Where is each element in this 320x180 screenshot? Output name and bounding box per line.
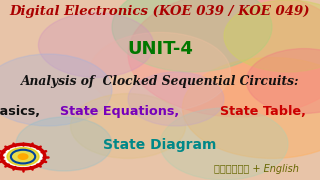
Text: Digital Electronics (KOE 039 / KOE 049): Digital Electronics (KOE 039 / KOE 049): [10, 5, 310, 18]
Circle shape: [90, 32, 230, 112]
Text: Analysis of  Clocked Sequential Circuits:: Analysis of Clocked Sequential Circuits:: [21, 75, 299, 88]
Text: UNIT-4: UNIT-4: [127, 40, 193, 58]
Circle shape: [182, 58, 320, 158]
Circle shape: [224, 0, 320, 72]
Circle shape: [160, 108, 288, 180]
Circle shape: [0, 54, 112, 126]
Circle shape: [38, 13, 154, 77]
Circle shape: [16, 117, 112, 171]
Text: हिन्दी + English: हिन्दी + English: [213, 164, 299, 174]
Circle shape: [70, 94, 186, 158]
Circle shape: [128, 72, 224, 126]
Text: Basics,: Basics,: [0, 105, 44, 118]
Circle shape: [112, 0, 272, 72]
Text: State Table,: State Table,: [220, 105, 305, 118]
Circle shape: [7, 148, 39, 166]
Circle shape: [246, 49, 320, 113]
Text: State Equations,: State Equations,: [60, 105, 184, 118]
Text: State Diagram: State Diagram: [103, 138, 217, 152]
Circle shape: [18, 154, 28, 159]
Circle shape: [128, 0, 320, 117]
Circle shape: [1, 144, 45, 169]
